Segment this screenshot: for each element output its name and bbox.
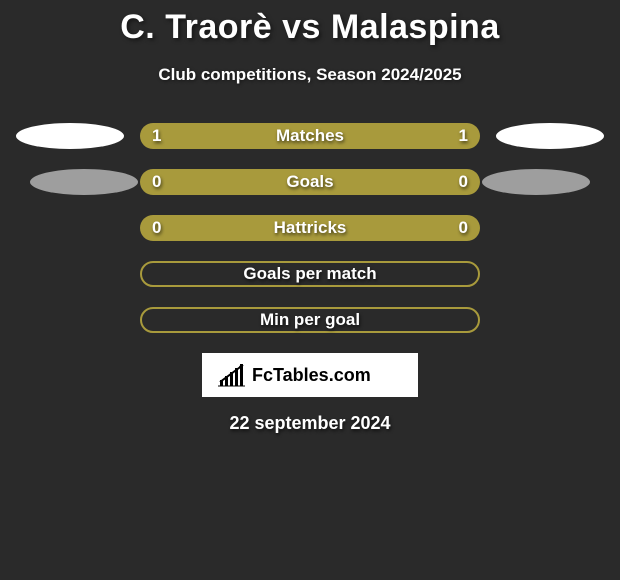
- right-ellipse-icon: [496, 123, 604, 149]
- fctables-logo: FcTables.com: [202, 353, 418, 397]
- stat-row-min-per-goal: Min per goal: [0, 307, 620, 333]
- stat-label: Goals: [286, 172, 333, 192]
- stat-left-value: 0: [152, 218, 161, 238]
- logo-text: FcTables.com: [252, 365, 371, 385]
- stat-bar: 0 Hattricks 0: [140, 215, 480, 241]
- stat-row-hattricks: 0 Hattricks 0: [0, 215, 620, 241]
- page-subtitle: Club competitions, Season 2024/2025: [0, 65, 620, 85]
- page-title: C. Traorè vs Malaspina: [0, 0, 620, 47]
- stat-left-value: 1: [152, 126, 161, 146]
- stat-left-value: 0: [152, 172, 161, 192]
- left-ellipse-icon: [16, 123, 124, 149]
- logo-icon: FcTables.com: [210, 360, 410, 390]
- stat-right-value: 0: [459, 218, 468, 238]
- stat-row-goals: 0 Goals 0: [0, 169, 620, 195]
- stat-right-value: 0: [459, 172, 468, 192]
- right-ellipse-icon: [482, 169, 590, 195]
- stat-label: Goals per match: [243, 264, 376, 284]
- stat-bar: Min per goal: [140, 307, 480, 333]
- stat-label: Min per goal: [260, 310, 360, 330]
- stat-bar: 0 Goals 0: [140, 169, 480, 195]
- stats-rows: 1 Matches 1 0 Goals 0 0 Hattricks 0 Goal…: [0, 123, 620, 333]
- stat-row-goals-per-match: Goals per match: [0, 261, 620, 287]
- stat-right-value: 1: [459, 126, 468, 146]
- stat-bar: 1 Matches 1: [140, 123, 480, 149]
- stat-label: Hattricks: [274, 218, 347, 238]
- stat-row-matches: 1 Matches 1: [0, 123, 620, 149]
- stat-label: Matches: [276, 126, 344, 146]
- stat-bar: Goals per match: [140, 261, 480, 287]
- date-text: 22 september 2024: [0, 413, 620, 434]
- left-ellipse-icon: [30, 169, 138, 195]
